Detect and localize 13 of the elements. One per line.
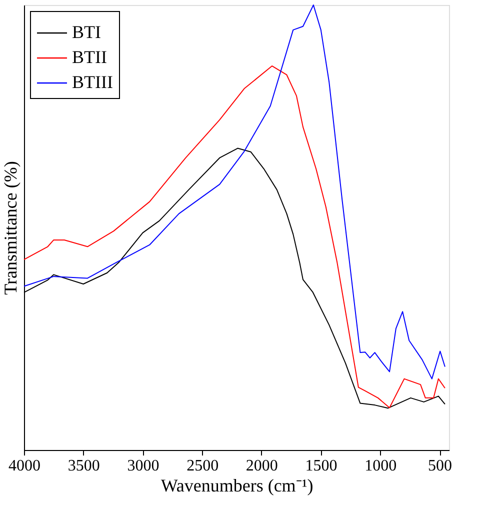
x-tick-label: 3500 xyxy=(68,458,100,474)
x-tick-label: 2500 xyxy=(186,458,219,474)
x-tick-label: 500 xyxy=(428,458,452,474)
x-tick-label: 1000 xyxy=(364,458,397,474)
legend-label: BTII xyxy=(72,47,107,67)
legend-label: BTI xyxy=(72,22,101,42)
y-axis-title: Transmittance (%) xyxy=(0,161,20,295)
x-tick-label: 3000 xyxy=(127,458,160,474)
legend-label: BTIII xyxy=(72,72,113,92)
x-tick-label: 4000 xyxy=(8,458,40,474)
x-axis-title: Wavenumbers (cm⁻¹) xyxy=(160,476,314,496)
x-tick-label: 2000 xyxy=(246,458,278,474)
x-tick-label: 1500 xyxy=(305,458,338,474)
